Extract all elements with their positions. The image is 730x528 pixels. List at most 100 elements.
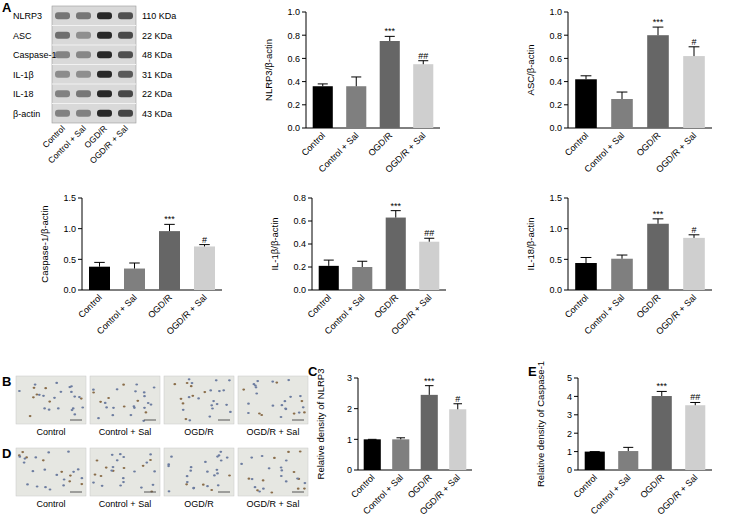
error-stem [661,391,662,396]
micrograph-cell [77,468,80,470]
bar [392,439,409,470]
y-tick-label: 2 [567,429,572,439]
error-bar [199,245,210,247]
error-stem [429,386,430,395]
x-tick-label: OGD/R [366,130,394,158]
error-stem [628,447,629,451]
y-tick-label: 1.0 [549,224,562,234]
micrograph-cell [248,478,251,480]
bar [647,35,669,128]
blot-size-label: 48 KDa [142,50,172,60]
marks [313,36,434,128]
x-tick-label: OGD/R + Sal [383,130,427,174]
blot-band [97,90,112,97]
marks [319,211,440,290]
micrograph-cell [44,486,47,488]
micrograph-cell [133,470,136,472]
y-tick [354,408,358,409]
micrograph-cell [210,404,213,406]
y-tick-label: 0.0 [293,285,306,295]
micrograph-cell [134,390,137,392]
x-tick-label: Control + Sal [95,292,139,336]
y-axis [82,198,83,290]
micrograph-cell [281,404,284,406]
micrograph-cell [130,414,133,416]
micrograph-cell [43,469,46,471]
micrograph-label: OGD/R [184,499,214,509]
micrograph-cell [116,388,119,390]
micrograph-cell [153,386,156,388]
bar [413,64,433,128]
error-stem [328,260,329,266]
micrograph-cell [247,412,250,414]
micrograph-cell [111,414,114,416]
micrograph-cell [285,480,288,482]
micrograph-cell [185,483,188,485]
marks [575,219,705,290]
micrograph-cell [208,416,211,418]
scale-bar [144,420,156,421]
significance: # [202,235,207,245]
micrograph-cell [285,459,288,461]
blot-lane-label: OGD/R + Sal [88,123,130,165]
error-stem [99,262,100,266]
micrograph-cell [68,480,71,482]
bar [419,242,439,290]
micrograph-cell [299,395,302,397]
error-cap [617,92,628,93]
y-axis [568,198,569,290]
micrograph-cell [142,465,145,467]
micrograph-cell [258,412,261,414]
micrograph-label: Control [36,499,65,509]
significance: # [691,225,696,235]
y-tick [574,378,578,379]
y-tick [564,290,568,291]
y-tick-label: 0 [347,465,352,475]
error-cap [617,255,628,256]
scale-bar [144,492,156,493]
significance: *** [164,214,175,224]
micrograph-cell [42,395,45,397]
micrograph-cell [153,470,156,472]
y-axis-label: IL-18/β-actin [525,218,536,271]
micrograph-cell [111,454,114,456]
micrograph-cell [192,487,195,489]
error-cap [94,262,105,263]
micrograph-cell [302,406,305,408]
blot-band [55,110,70,117]
y-tick [302,35,306,36]
blot-band [76,110,91,117]
micrograph-image [16,376,86,424]
micrograph-label: Control [36,427,65,437]
micrograph-cell [280,469,283,471]
bar [611,99,633,128]
micrograph-cell [23,462,26,464]
micrograph-cell [73,396,76,398]
micrograph-cell [69,475,72,477]
blot-band [97,32,112,39]
micrograph-cell [143,391,146,393]
scale-bar [70,492,82,493]
y-tick [308,267,312,268]
error-bar [623,447,633,451]
panel-label: D [2,446,11,461]
micrograph-label: OGD/R + Sal [247,499,300,509]
micrograph-cell [190,385,193,387]
error-bar [324,260,334,266]
micrograph-cell [218,390,221,392]
micrograph-image [238,448,308,496]
micrograph-cell [211,407,214,409]
blot-row-label: IL-18 [13,89,34,99]
micrograph-cell [122,456,125,458]
blot-row-label: IL-1β [13,70,34,80]
bar [618,451,638,470]
error-bar [391,211,401,218]
error-bar [164,224,175,231]
micrograph-cell [275,382,278,384]
micrograph-cell [143,407,146,409]
micrograph-cell [110,470,113,472]
y-axis [578,378,579,470]
micrograph-cell [213,474,216,476]
micrograph-cell [36,393,39,395]
scale-bar [292,420,304,421]
